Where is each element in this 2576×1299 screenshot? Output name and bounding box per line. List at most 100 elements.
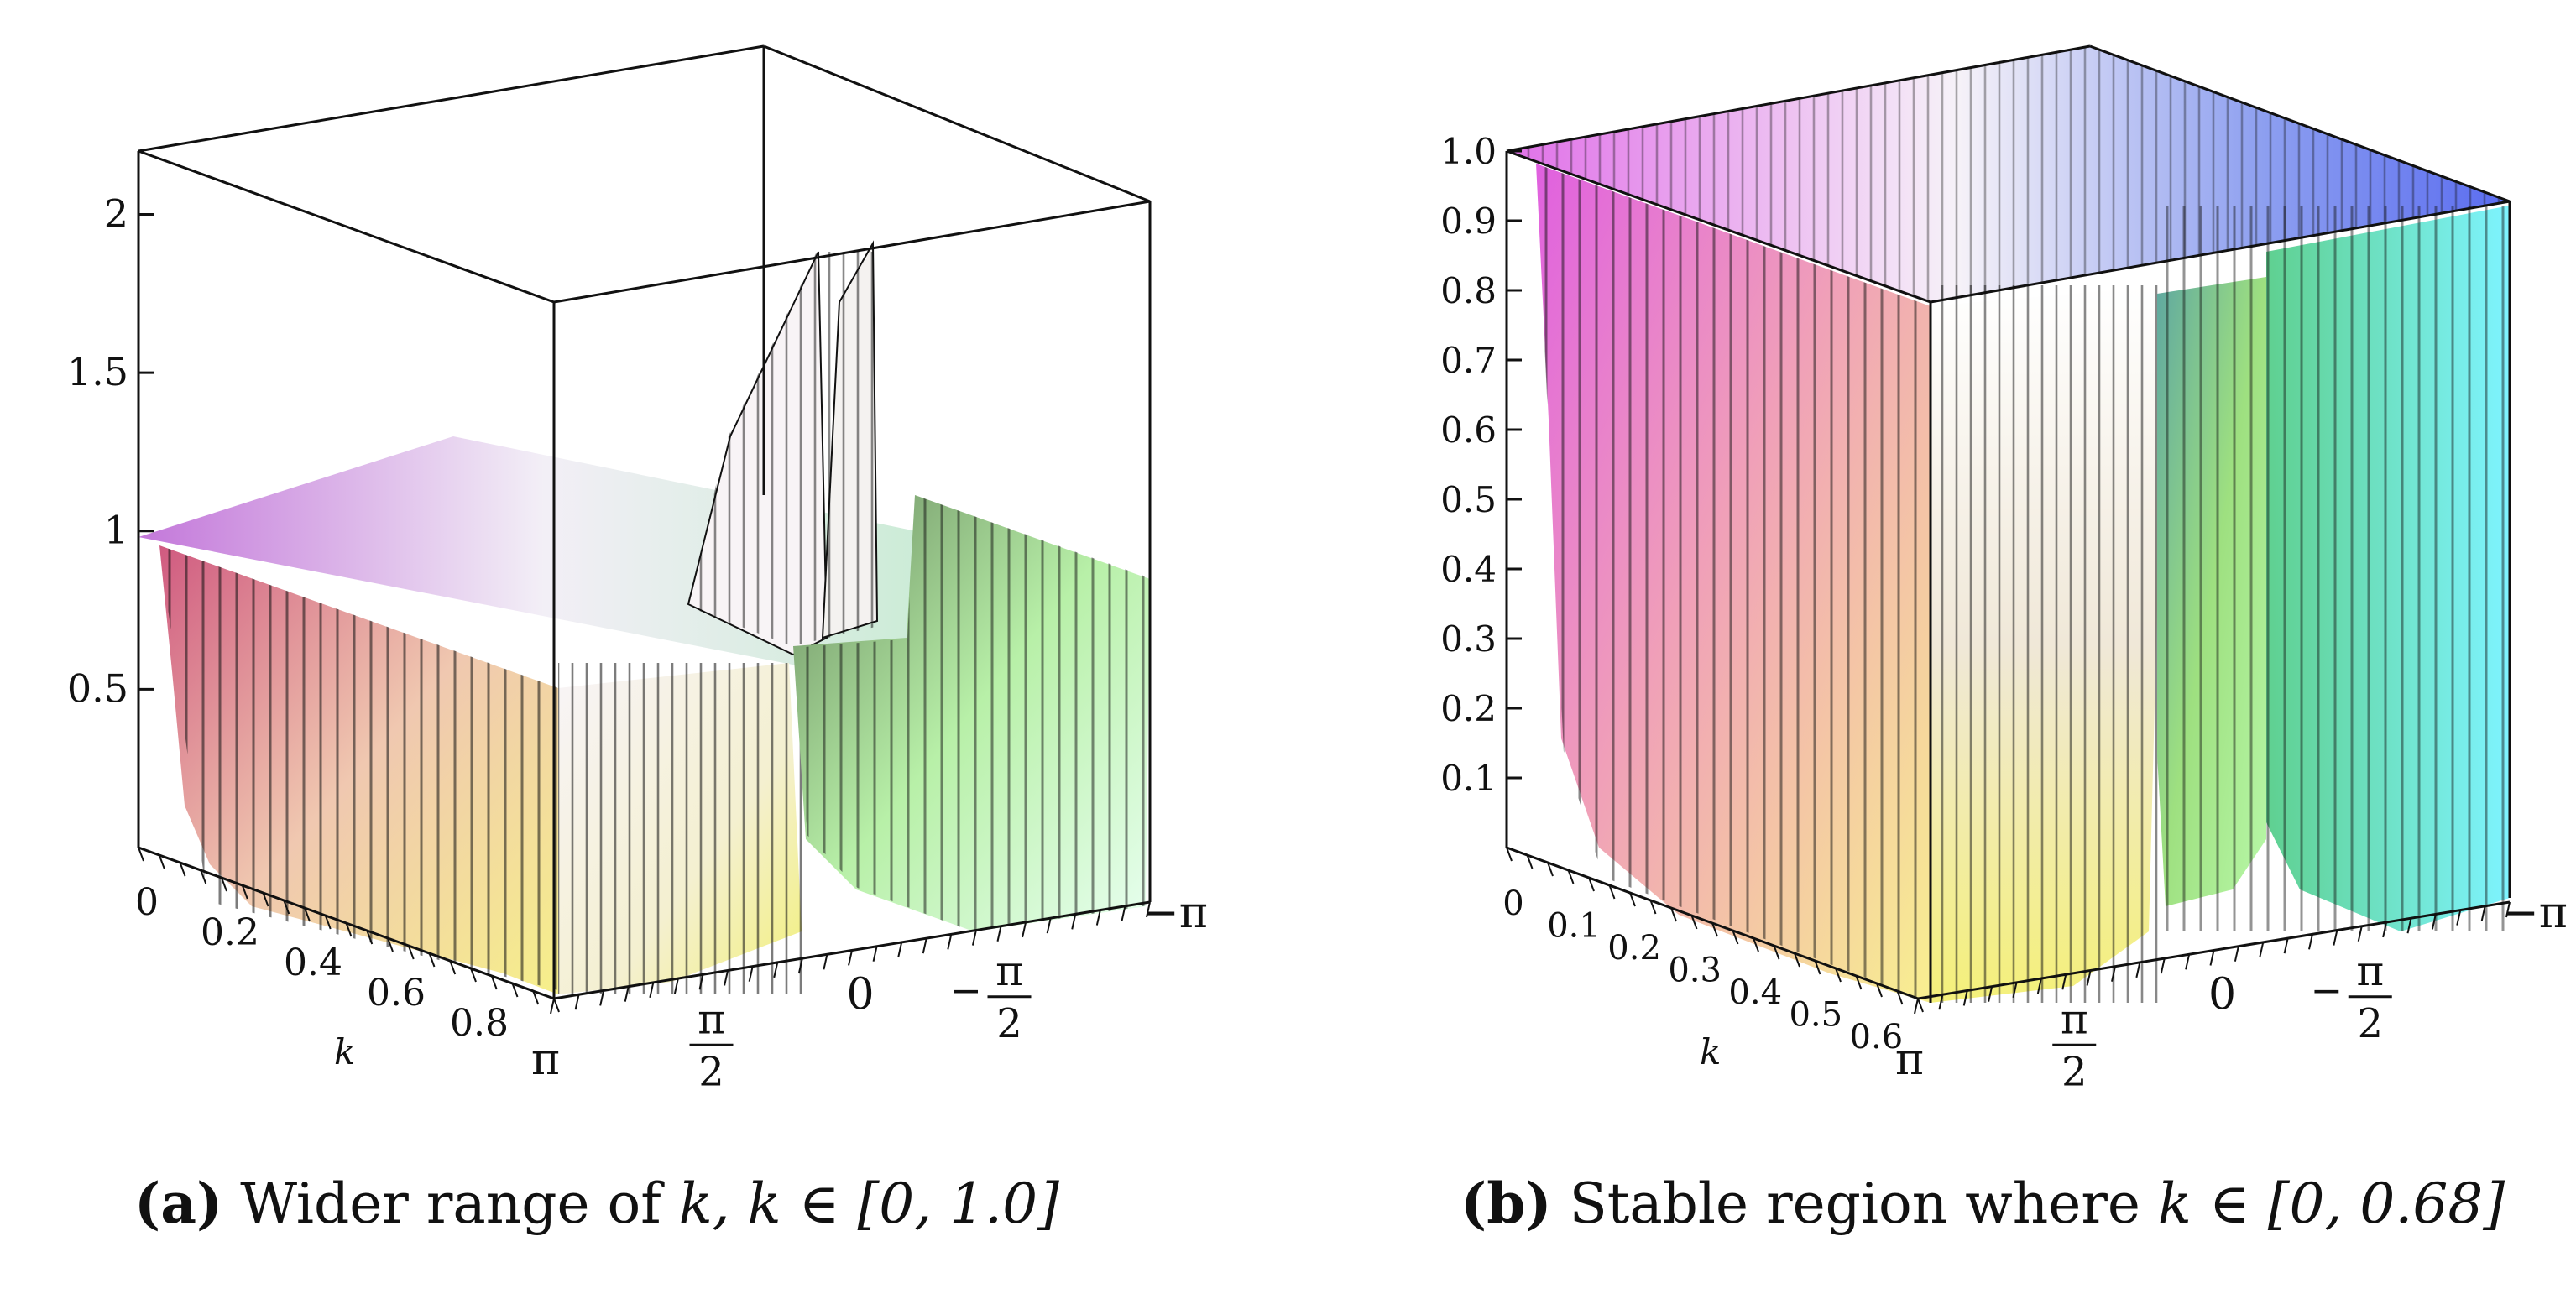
svg-text:−: − [949,968,982,1013]
k-minor-tick-a-4 [221,877,227,892]
k-minor-tick-b-6 [1629,892,1636,907]
z-tick-label-b-4: 0.5 [1440,479,1497,520]
z-tick-label-b-6: 0.7 [1440,340,1497,381]
k-tick-label-a-2: 0.4 [284,942,342,984]
theta-minor-tick-b-12 [2209,950,2215,966]
theta-tick-label-a-4: −π [1142,888,1208,938]
k-tick-label-b-3: 0.3 [1668,951,1722,989]
theta-minor-tick-b-11 [2185,954,2191,970]
theta-minor-tick-a-17 [971,930,977,946]
k-minor-tick-a-17 [490,975,498,990]
k-axis-label-a: k [334,1031,355,1072]
svg-text:π: π [1895,1035,1924,1085]
k-minor-tick-a-15 [449,960,457,975]
k-minor-tick-b-14 [1794,952,1800,968]
k-minor-tick-a-1 [158,854,165,869]
k-minor-tick-a-6 [262,892,269,907]
theta-minor-tick-b-23 [2480,905,2486,922]
k-tick-label-b-1: 0.1 [1547,906,1601,945]
caption-a: (a) Wider range of k, k ∈ [0, 1.0] [134,1171,1059,1236]
theta-minor-tick-a-21 [1071,914,1077,930]
caption-b-text: Stable region where [1569,1171,2140,1236]
z-tick-label-b-1: 0.2 [1440,688,1497,729]
k-minor-tick-b-8 [1670,907,1677,922]
theta-minor-tick-a-9 [773,962,779,978]
svg-text:π: π [2356,947,2384,995]
theta-minor-tick-a-13 [872,946,878,962]
surface-b-right-grid [2157,206,2510,931]
theta-minor-tick-b-19 [2382,921,2388,938]
bounding-box-a [138,44,1152,999]
theta-minor-tick-b-8 [2111,966,2116,982]
k-minor-tick-b-4 [1588,877,1595,892]
svg-text:2: 2 [2357,1000,2383,1047]
theta-minor-tick-a-14 [897,942,903,958]
surface-a-center-grid [558,663,802,994]
svg-text:2: 2 [996,1000,1022,1047]
theta-minor-tick-a-7 [724,970,729,986]
z-tick-label-a-1: 1 [104,508,128,553]
k-minor-tick-b-0 [1506,847,1513,862]
theta-minor-tick-b-1 [1938,994,1944,1010]
surface-b [1507,46,2510,1003]
k-minor-tick-a-9 [324,915,332,930]
theta-minor-tick-b-3 [1988,986,1993,1002]
theta-minor-tick-a-24 [1146,901,1151,918]
z-tick-label-b-8: 0.9 [1440,201,1497,242]
theta-minor-tick-b-20 [2406,917,2412,934]
theta-minor-tick-b-7 [2086,970,2092,986]
theta-tick-label-a-0: π [531,1035,560,1085]
theta-minor-tick-b-22 [2456,910,2462,926]
theta-minor-tick-a-18 [996,926,1002,942]
z-axis-b [1505,149,1522,848]
theta-minor-tick-a-3 [624,986,630,1002]
k-tick-label-a-1: 0.2 [201,911,259,954]
k-minor-tick-a-19 [532,990,540,1005]
k-minor-tick-a-18 [511,983,519,998]
theta-minor-tick-a-11 [823,954,828,970]
svg-text:−π: −π [2502,888,2568,938]
z-tick-label-b-0: 0.1 [1440,758,1497,799]
panel-b: 0.10.20.30.40.50.60.70.80.91.0 00.10.20.… [1440,44,2568,1095]
k-tick-label-b-6: 0.6 [1850,1018,1904,1056]
k-minor-tick-b-16 [1835,968,1842,983]
k-minor-tick-a-0 [138,847,144,862]
svg-text:2: 2 [2061,1048,2087,1095]
k-minor-tick-a-11 [366,930,374,945]
theta-minor-tick-b-9 [2135,962,2141,978]
theta-minor-tick-b-0 [1914,998,1919,1015]
theta-minor-tick-a-4 [649,982,655,999]
z-tick-label-b-7: 0.8 [1440,270,1497,311]
caption-b: (b) Stable region where k ∈ [0, 0.68] [1460,1171,2505,1236]
theta-minor-tick-a-10 [797,957,803,974]
svg-text:π: π [995,947,1023,995]
z-tick-label-b-5: 0.6 [1440,410,1497,451]
surface-a [138,240,1150,994]
theta-minor-tick-b-4 [2012,982,2018,999]
theta-minor-tick-a-22 [1095,910,1101,926]
k-axis-label-b: k [1700,1031,1721,1072]
theta-minor-tick-a-2 [599,990,605,1006]
k-axis-a [138,846,560,1013]
k-minor-tick-a-7 [283,900,290,915]
k-minor-tick-b-7 [1649,900,1657,915]
theta-minor-tick-a-5 [673,978,679,994]
surface-b-left-grid [1536,164,1931,1003]
k-minor-tick-b-1 [1526,854,1534,869]
svg-text:π: π [531,1035,560,1085]
theta-minor-tick-b-21 [2431,914,2437,930]
theta-tick-label-b-2: 0 [2208,970,2236,1020]
theta-minor-tick-a-0 [550,998,555,1015]
k-minor-tick-b-18 [1876,983,1883,998]
k-axis-b [1506,846,1924,1013]
k-minor-tick-a-2 [179,862,186,877]
theta-minor-tick-a-12 [848,950,853,966]
theta-minor-tick-a-20 [1046,917,1052,934]
theta-minor-tick-b-24 [2505,901,2511,918]
caption-b-math: k ∈ [0, 0.68] [2157,1171,2505,1236]
theta-minor-tick-a-8 [748,966,754,982]
z-axis-a [137,151,154,848]
k-minor-tick-a-10 [345,922,353,937]
theta-tick-label-a-3: − π 2 [949,947,1032,1047]
